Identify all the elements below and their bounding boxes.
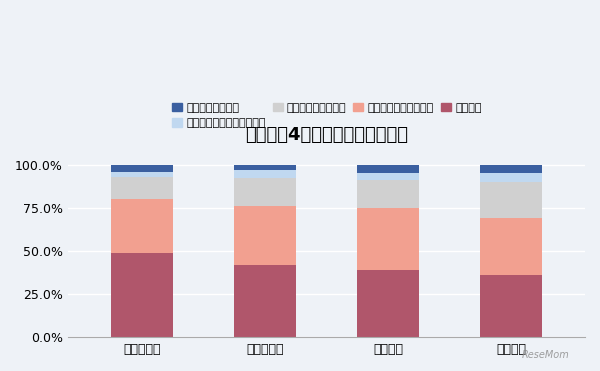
- Bar: [112, 171, 173, 177]
- Bar: [481, 173, 542, 182]
- Bar: [112, 177, 173, 199]
- Legend: まったく望まない, どちらかというと望まない, どちらとも言えない, どちらかというと望む, 強く望む: まったく望まない, どちらかというと望まない, どちらとも言えない, どちらかと…: [170, 101, 484, 131]
- Bar: [235, 265, 296, 338]
- Bar: [235, 165, 296, 170]
- Bar: [481, 275, 542, 338]
- Bar: [481, 165, 542, 173]
- Bar: [481, 182, 542, 218]
- Bar: [235, 170, 296, 178]
- Bar: [112, 253, 173, 338]
- Bar: [112, 199, 173, 253]
- Bar: [112, 165, 173, 171]
- Title: 子どもに4年制大学進学を望むか: 子どもに4年制大学進学を望むか: [245, 126, 408, 144]
- Bar: [358, 208, 419, 270]
- Bar: [358, 180, 419, 208]
- Bar: [358, 165, 419, 173]
- Text: ReseMom: ReseMom: [522, 350, 570, 360]
- Bar: [481, 218, 542, 275]
- Bar: [235, 206, 296, 265]
- Bar: [235, 178, 296, 206]
- Bar: [358, 173, 419, 180]
- Bar: [358, 270, 419, 338]
